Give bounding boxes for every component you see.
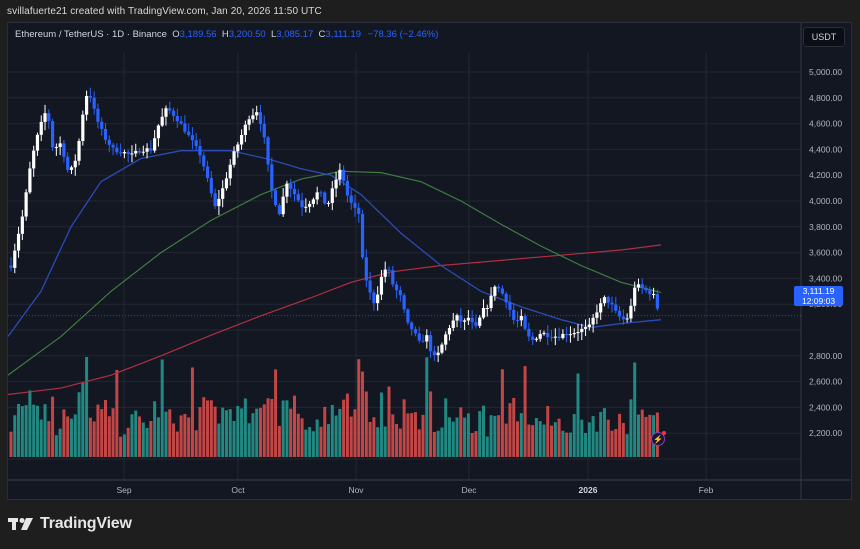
lightning-icon[interactable]: ⚡: [651, 431, 666, 446]
moving-average-red: [8, 244, 662, 396]
time-axis-label: Feb: [699, 485, 714, 495]
close-value: 3,111.19: [325, 29, 361, 40]
moving-average-blue: [8, 150, 662, 337]
price-axis-label: 2,400.00: [809, 402, 842, 412]
high-value: 3,200.50: [228, 29, 266, 40]
low-value: 3,085.17: [276, 29, 314, 40]
price-axis-label: 3,800.00: [809, 222, 842, 232]
price-axis-label: 3,600.00: [809, 248, 842, 258]
price-axis-label: 3,400.00: [809, 273, 842, 283]
time-axis-label: Nov: [348, 485, 364, 495]
brand-name: TradingView: [40, 515, 132, 532]
change-value: −78.36 (−2.46%): [367, 29, 439, 40]
chart-caption: svillafuerte21 created with TradingView.…: [7, 6, 322, 17]
tradingview-logo: TradingView: [8, 515, 132, 533]
symbol-label[interactable]: Ethereum / TetherUS · 1D · Binance: [15, 29, 167, 40]
price-axis-label: 2,200.00: [809, 428, 842, 438]
price-axis-label: 4,200.00: [809, 170, 842, 180]
notification-dot: [662, 431, 666, 435]
currency-button[interactable]: USDT: [803, 27, 845, 47]
ohlc-legend: Ethereum / TetherUS · 1D · Binance O3,18…: [15, 29, 439, 40]
time-axis-label: Oct: [231, 485, 245, 495]
tradingview-logo-icon: [8, 518, 33, 530]
time-axis-label: 2026: [579, 485, 598, 495]
price-axis-label: 4,000.00: [809, 196, 842, 206]
last-price: 3,111.19: [802, 286, 835, 296]
price-axis-label: 4,800.00: [809, 93, 842, 103]
time-axis-label: Sep: [116, 485, 131, 495]
moving-average-green: [8, 170, 662, 376]
price-axis-label: 2,800.00: [809, 351, 842, 361]
price-axis-label: 5,000.00: [809, 67, 842, 77]
price-chart[interactable]: 5,000.00 4,800.00 4,600.00 4,400.00 4,200.00…: [8, 23, 852, 500]
chart-panel[interactable]: 5,000.00 4,800.00 4,600.00 4,400.00 4,200.00…: [7, 22, 852, 500]
price-axis-label: 4,600.00: [809, 119, 842, 129]
price-axis-label: 4,400.00: [809, 144, 842, 154]
time-axis-label: Dec: [461, 485, 477, 495]
bar-countdown: 12:09:03: [801, 295, 836, 306]
price-axis-label: 2,600.00: [809, 377, 842, 387]
open-value: 3,189.56: [179, 29, 217, 40]
last-price-tag: 3,111.19 12:09:03: [794, 286, 843, 306]
